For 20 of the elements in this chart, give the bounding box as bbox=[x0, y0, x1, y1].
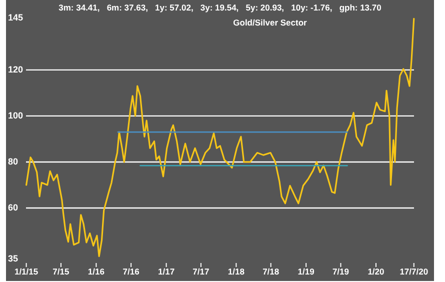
x-tick-label: 1/19 bbox=[298, 266, 315, 276]
y-tick-label: 35 bbox=[8, 253, 18, 264]
x-tick-label: 1/20 bbox=[368, 266, 385, 276]
y-tick-label: 145 bbox=[8, 12, 24, 22]
x-tick-label: 7/19 bbox=[332, 266, 350, 276]
annotation: 3m: 34.41, 6m: 37.63, 1y: 57.02, 3y: 19.54, 5y: 20.93, 10y: -1.76, gph: 13.70 bbox=[58, 2, 382, 12]
x-tick-label: 1/1/15 bbox=[14, 266, 38, 276]
x-tick-label: 17/7/20 bbox=[400, 266, 428, 276]
x-tick-label: 1/17 bbox=[158, 266, 175, 276]
text: Gold/Silver Sector bbox=[233, 17, 308, 28]
x-tick-label: 7/15 bbox=[52, 266, 70, 276]
x-tick-label: 1/16 bbox=[88, 266, 105, 276]
x-tick-label: 1/18 bbox=[228, 266, 245, 276]
x-tick-label: 7/18 bbox=[262, 266, 280, 276]
y-tick-label: 60 bbox=[8, 202, 18, 212]
x-tick-label: 7/16 bbox=[122, 266, 140, 276]
y-tick-label: 80 bbox=[8, 156, 18, 166]
y-tick-label: 120 bbox=[8, 64, 24, 74]
y-tick-label: 100 bbox=[8, 110, 24, 120]
x-tick-label: 7/17 bbox=[192, 266, 210, 276]
